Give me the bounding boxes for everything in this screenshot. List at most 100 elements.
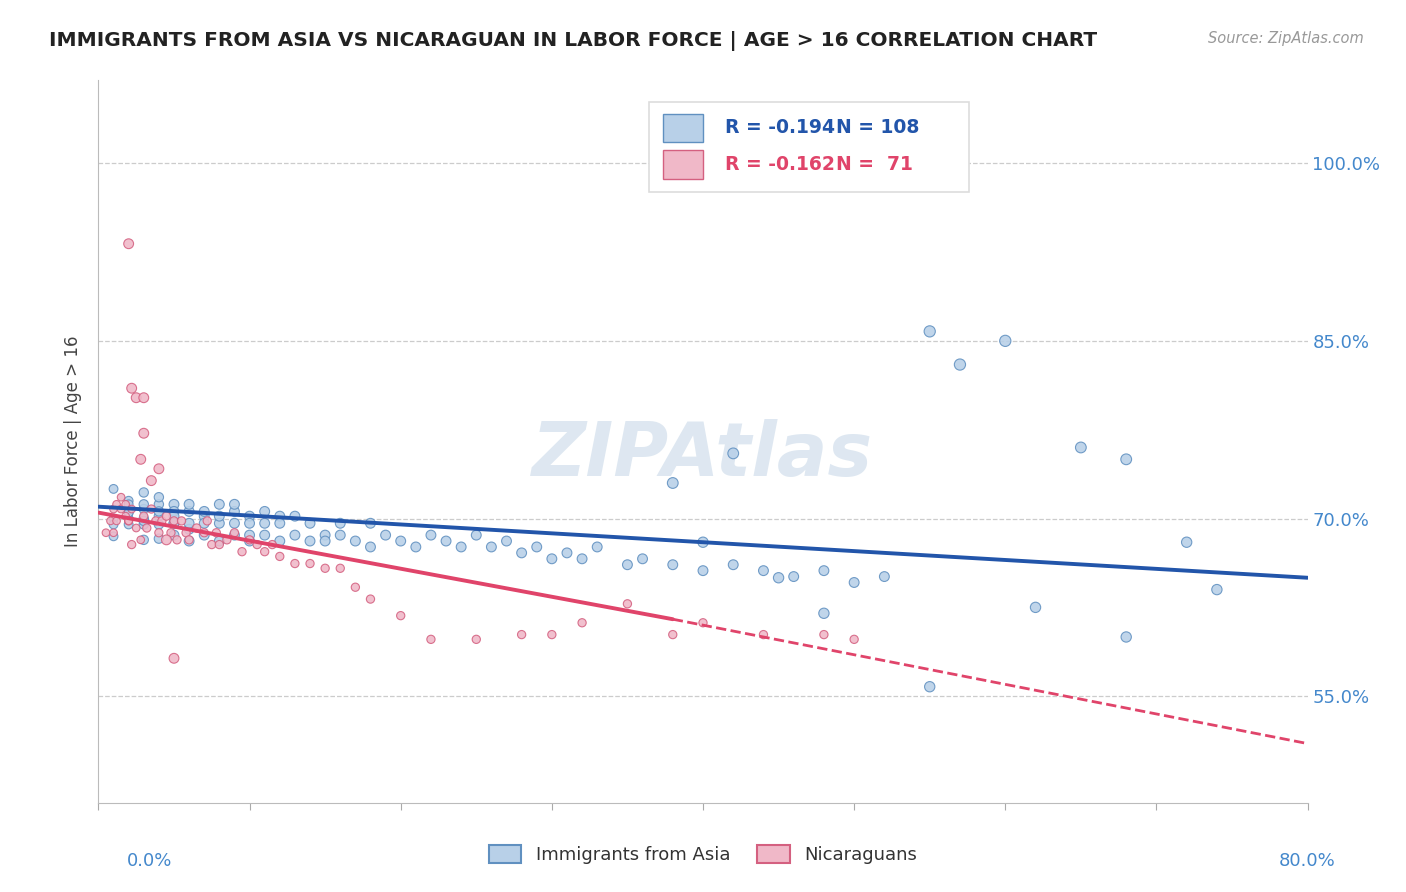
- Point: [208, 516, 231, 531]
- Point: [114, 497, 136, 511]
- Point: [752, 627, 775, 641]
- Point: [145, 514, 167, 528]
- Point: [246, 538, 269, 552]
- Point: [1024, 600, 1046, 615]
- Point: [239, 528, 262, 542]
- Point: [148, 497, 170, 511]
- Point: [540, 627, 562, 641]
- Point: [284, 557, 307, 571]
- Point: [163, 516, 186, 531]
- Text: R = -0.162: R = -0.162: [724, 155, 835, 174]
- Point: [314, 528, 336, 542]
- Text: N =  71: N = 71: [837, 155, 912, 174]
- Point: [148, 525, 170, 540]
- Point: [374, 528, 396, 542]
- Point: [994, 334, 1017, 348]
- Point: [118, 514, 141, 528]
- Point: [253, 516, 276, 531]
- Point: [179, 533, 201, 547]
- Point: [434, 534, 457, 549]
- Point: [465, 632, 488, 647]
- Point: [114, 509, 136, 524]
- Point: [121, 502, 143, 516]
- Point: [510, 627, 533, 641]
- Point: [1115, 452, 1137, 467]
- Point: [179, 504, 201, 518]
- Point: [224, 516, 246, 531]
- Point: [195, 514, 218, 528]
- Text: R = -0.194: R = -0.194: [724, 119, 835, 137]
- Point: [121, 381, 143, 395]
- Point: [179, 534, 201, 549]
- Point: [571, 615, 593, 630]
- Point: [692, 615, 714, 630]
- Point: [571, 551, 593, 566]
- Point: [224, 504, 246, 518]
- Point: [155, 509, 177, 524]
- Point: [103, 525, 125, 540]
- Y-axis label: In Labor Force | Age > 16: In Labor Force | Age > 16: [65, 335, 83, 548]
- Point: [224, 497, 246, 511]
- Point: [179, 516, 201, 531]
- Point: [132, 509, 155, 524]
- Point: [239, 534, 262, 549]
- Text: ZIPAtlas: ZIPAtlas: [533, 419, 873, 492]
- Point: [148, 517, 170, 532]
- Point: [344, 580, 367, 594]
- Point: [118, 506, 141, 520]
- Point: [783, 569, 806, 583]
- Point: [239, 509, 262, 524]
- Point: [253, 544, 276, 558]
- Point: [314, 561, 336, 575]
- Text: N = 108: N = 108: [837, 119, 920, 137]
- Point: [269, 549, 291, 564]
- Point: [105, 514, 128, 528]
- Point: [299, 516, 322, 531]
- Point: [389, 534, 412, 549]
- Point: [299, 534, 322, 549]
- Text: 80.0%: 80.0%: [1279, 852, 1336, 870]
- Point: [873, 569, 896, 583]
- Point: [100, 514, 122, 528]
- Point: [465, 528, 488, 542]
- Point: [103, 502, 125, 516]
- Point: [239, 516, 262, 531]
- Point: [163, 528, 186, 542]
- Point: [224, 528, 246, 542]
- Point: [148, 462, 170, 476]
- Point: [723, 558, 745, 572]
- Point: [132, 517, 155, 532]
- Legend: Immigrants from Asia, Nicaraguans: Immigrants from Asia, Nicaraguans: [479, 836, 927, 873]
- Point: [844, 575, 866, 590]
- Point: [201, 538, 224, 552]
- Point: [132, 533, 155, 547]
- Point: [360, 540, 382, 554]
- Point: [118, 511, 141, 525]
- Point: [360, 516, 382, 531]
- Point: [163, 509, 186, 524]
- Point: [103, 482, 125, 496]
- Point: [329, 516, 352, 531]
- Point: [450, 540, 472, 554]
- Point: [661, 558, 683, 572]
- Point: [208, 509, 231, 524]
- Point: [148, 532, 170, 546]
- Point: [166, 533, 188, 547]
- Point: [329, 561, 352, 575]
- Point: [103, 529, 125, 543]
- Point: [1175, 802, 1198, 816]
- Point: [141, 502, 163, 516]
- Point: [616, 597, 638, 611]
- Point: [121, 538, 143, 552]
- Point: [692, 564, 714, 578]
- Point: [193, 525, 215, 540]
- Point: [186, 521, 208, 535]
- Point: [148, 504, 170, 518]
- Point: [1115, 630, 1137, 644]
- Point: [949, 358, 972, 372]
- Point: [231, 544, 253, 558]
- Point: [262, 538, 284, 552]
- Point: [555, 546, 578, 560]
- Point: [329, 528, 352, 542]
- Point: [129, 533, 152, 547]
